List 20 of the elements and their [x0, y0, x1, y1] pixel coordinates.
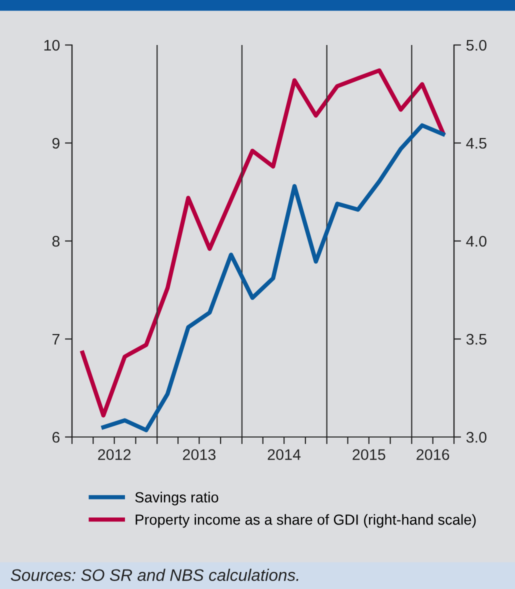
line-series [101, 123, 446, 432]
y2-tick-label: 3.0 [466, 432, 486, 443]
y2-tick-label: 4.5 [466, 138, 486, 149]
y2-tick-label: 4.0 [466, 236, 486, 247]
source-note: Sources: SO SR and NBS calculations. [10, 568, 298, 581]
legend-label: Property income as a share of GDI (right-hand scale) [136, 514, 476, 528]
y2-tick-label: 3.5 [466, 334, 486, 345]
y-tick-label: 7 [52, 334, 60, 345]
y-tick-label: 9 [52, 138, 60, 149]
x-tick-label: 2013 [182, 449, 216, 460]
x-tick-label: 2014 [268, 449, 301, 460]
x-tick-label: 2015 [352, 449, 386, 460]
y2-tick-label: 5.0 [466, 40, 486, 51]
x-tick-label: 2016 [416, 449, 450, 460]
x-tick-label: 2012 [98, 449, 131, 460]
y-tick-label: 6 [52, 432, 60, 443]
y-tick-label: 8 [52, 236, 60, 247]
legend-label: Savings ratio [135, 492, 218, 506]
line-series [80, 68, 446, 418]
y-tick-label: 10 [44, 40, 60, 51]
